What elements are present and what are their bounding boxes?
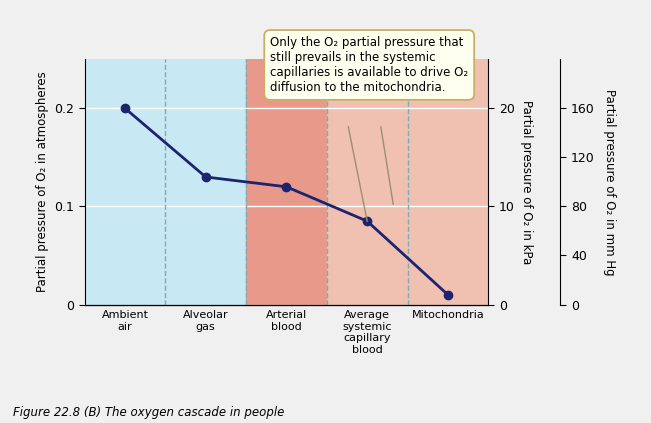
Bar xyxy=(246,59,327,305)
Text: Figure 22.8 (B) The oxygen cascade in people: Figure 22.8 (B) The oxygen cascade in pe… xyxy=(13,406,284,419)
Bar xyxy=(408,59,488,305)
Y-axis label: Partial pressure of O₂ in mm Hg: Partial pressure of O₂ in mm Hg xyxy=(603,88,616,275)
Bar xyxy=(165,59,246,305)
Bar xyxy=(327,59,408,305)
Text: Only the O₂ partial pressure that
still prevails in the systemic
capillaries is : Only the O₂ partial pressure that still … xyxy=(270,36,468,94)
Y-axis label: Partial pressure of O₂ in atmospheres: Partial pressure of O₂ in atmospheres xyxy=(36,71,49,292)
Bar xyxy=(85,59,165,305)
Y-axis label: Partial pressure of O₂ in kPa: Partial pressure of O₂ in kPa xyxy=(520,100,533,264)
